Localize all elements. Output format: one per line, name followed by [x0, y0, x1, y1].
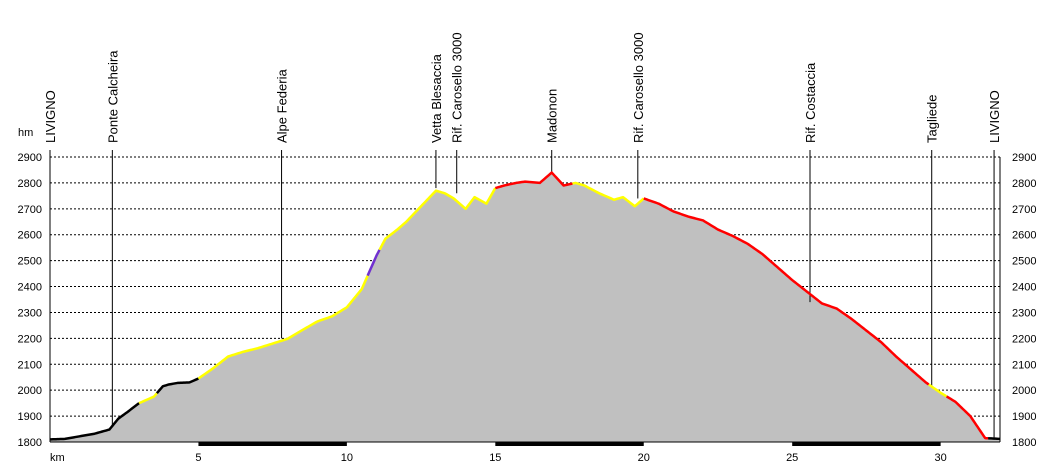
- y-tick-label: 2300: [1012, 307, 1036, 319]
- x-tick-label: 25: [786, 452, 798, 464]
- y-tick-label: 2400: [1012, 282, 1036, 294]
- y-tick-label: 2000: [1012, 385, 1036, 397]
- x-axis-title: km: [50, 452, 65, 464]
- y-tick-label: 2000: [18, 385, 42, 397]
- y-tick-label: 1800: [18, 437, 42, 449]
- route-segment: [49, 402, 140, 441]
- elevation-area: [50, 172, 1000, 442]
- y-axis-title: hm: [18, 127, 33, 139]
- x-axis-ticks: 5 10 15 20 25 30: [195, 452, 946, 464]
- x-tick-label: 10: [341, 452, 353, 464]
- route-segment: [945, 395, 989, 440]
- y-tick-label: 2100: [18, 359, 42, 371]
- route-segment: [494, 171, 573, 190]
- y-tick-label: 2200: [1012, 333, 1036, 345]
- y-axis-left-ticks: 1800 1900 2000 2100 2200 2300 2400 2500 2600 2700…: [18, 152, 42, 449]
- route-segment: [378, 187, 497, 251]
- waypoint-label: Rif. Carosello 3000: [450, 32, 465, 143]
- route-segment: [155, 377, 199, 395]
- x-tick-label: 15: [489, 452, 501, 464]
- waypoint-label: Rif. Carosello 3000: [631, 32, 646, 143]
- x-tick-label: 30: [935, 452, 947, 464]
- y-tick-label: 2900: [1012, 152, 1036, 164]
- y-tick-label: 2700: [1012, 204, 1036, 216]
- x-axis-bar: [198, 442, 347, 446]
- y-tick-label: 1800: [1012, 437, 1036, 449]
- y-tick-label: 2700: [18, 204, 42, 216]
- route-segments: [49, 171, 1001, 441]
- waypoint-labels: LIVIGNO Ponte Calcheira Alpe Federia Vetta …: [43, 32, 1002, 143]
- y-tick-label: 2200: [18, 333, 42, 345]
- axes: [49, 157, 1001, 446]
- route-segment: [928, 383, 948, 398]
- route-segment: [197, 275, 369, 380]
- waypoint-label: Tagliede: [925, 95, 940, 143]
- y-axis-right-ticks: 1800 1900 2000 2100 2200 2300 2400 2500 2600 2700…: [1012, 152, 1036, 449]
- y-tick-label: 2500: [18, 256, 42, 268]
- route-segment: [988, 437, 1001, 441]
- y-tick-label: 1900: [1012, 411, 1036, 423]
- route-segment: [572, 181, 645, 208]
- y-tick-label: 2800: [18, 178, 42, 190]
- y-tick-label: 2600: [1012, 230, 1036, 242]
- waypoint-label: Vetta Blesaccia: [429, 53, 444, 143]
- waypoint-label: LIVIGNO: [987, 90, 1002, 143]
- y-tick-label: 2500: [1012, 256, 1036, 268]
- y-tick-label: 2800: [1012, 178, 1036, 190]
- waypoint-label: Rif. Costaccia: [803, 62, 818, 143]
- waypoint-label: Alpe Federia: [275, 69, 290, 143]
- y-tick-label: 1900: [18, 411, 42, 423]
- y-tick-label: 2400: [18, 282, 42, 294]
- y-tick-label: 2100: [1012, 359, 1036, 371]
- x-tick-label: 20: [638, 452, 650, 464]
- x-axis-bar: [495, 442, 644, 446]
- waypoint-label: LIVIGNO: [43, 90, 58, 143]
- route-segment: [138, 392, 158, 405]
- x-tick-label: 5: [195, 452, 201, 464]
- y-tick-label: 2900: [18, 152, 42, 164]
- route-segment: [643, 197, 930, 386]
- route-segment: [366, 249, 381, 277]
- y-tick-label: 2300: [18, 307, 42, 319]
- x-axis-bar: [792, 442, 941, 446]
- y-tick-label: 2600: [18, 230, 42, 242]
- waypoint-label: Madonon: [545, 89, 560, 143]
- waypoint-label: Ponte Calcheira: [105, 50, 120, 143]
